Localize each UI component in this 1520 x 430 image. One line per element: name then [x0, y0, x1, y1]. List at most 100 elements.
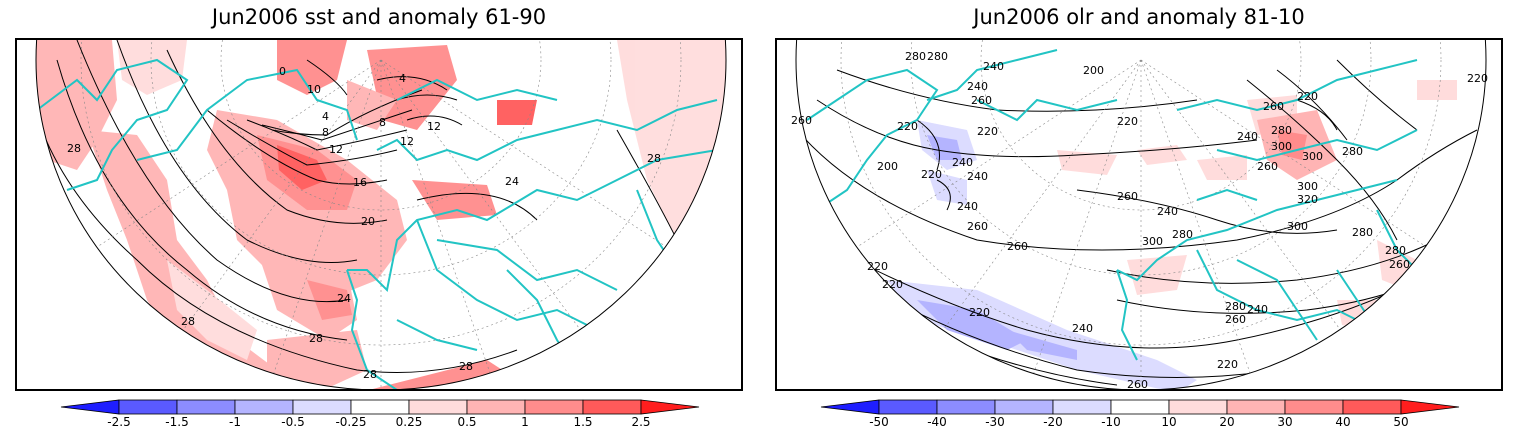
- contour-label: 280: [1385, 244, 1406, 257]
- contour-label: 280: [1271, 124, 1292, 137]
- colorbar-bin: [176, 399, 236, 415]
- contour-label: 280: [927, 50, 948, 63]
- contour-label: 200: [1083, 64, 1104, 77]
- contour-label: 28: [459, 360, 473, 373]
- colorbar-label: -30: [985, 415, 1005, 429]
- contour-label: 220: [977, 125, 998, 138]
- colorbar-bin: [1400, 399, 1460, 415]
- colorbar-bin: [292, 399, 352, 415]
- contour-label: 280: [905, 50, 926, 63]
- contour-label: 280: [1352, 226, 1373, 239]
- graticule: [806, 40, 1478, 389]
- contour-label: 240: [1247, 303, 1268, 316]
- contour-label: 220: [1297, 90, 1318, 103]
- contour-label: 300: [1302, 150, 1323, 163]
- contour-label: 240: [1237, 130, 1258, 143]
- contour-label: 300: [1297, 180, 1318, 193]
- contour-label: 260: [967, 220, 988, 233]
- contour-label: 260: [1389, 258, 1410, 271]
- contour-label: 4: [322, 110, 329, 123]
- contour-label: 28: [67, 142, 81, 155]
- colorbar-label: -2.5: [107, 415, 131, 429]
- right-map-title: Jun2006 olr and anomaly 81-10: [973, 5, 1305, 29]
- colorbar-bin: [1110, 399, 1170, 415]
- colorbar-label: -10: [1101, 415, 1121, 429]
- colorbar-bin: [1284, 399, 1344, 415]
- contour-label: 220: [921, 168, 942, 181]
- colorbar-bin: [1168, 399, 1228, 415]
- colorbar-label: 40: [1335, 415, 1351, 429]
- contour-label: 220: [1467, 72, 1488, 85]
- contour-label: 260: [1127, 378, 1148, 391]
- contour-label: 260: [971, 94, 992, 107]
- colorbar-bin: [466, 399, 526, 415]
- olr-contour-labels: 280 280 240 200 240 220 260 200 220 240 …: [791, 50, 1488, 391]
- colorbar-bin: [820, 399, 880, 415]
- contour-label: 260: [1225, 313, 1246, 326]
- contour-label: 28: [181, 315, 195, 328]
- contour-label: 28: [363, 368, 377, 381]
- colorbar-label: -0.25: [335, 415, 367, 429]
- olr-contours: [796, 59, 1478, 386]
- contour-label: 220: [882, 278, 903, 291]
- contour-label: 240: [967, 80, 988, 93]
- colorbar-label: 1.5: [573, 415, 593, 429]
- contour-label: 240: [967, 170, 988, 183]
- colorbar-bin: [118, 399, 178, 415]
- contour-label: 260: [791, 114, 812, 127]
- colorbar-label: 0.25: [395, 415, 423, 429]
- sst-map: 28 28 28 28 28 24 20 16 12 8 4 8 12 12 1…: [35, 40, 727, 389]
- contour-label: 200: [877, 160, 898, 173]
- colorbar-bin: [60, 399, 120, 415]
- contour-label: 280: [1172, 228, 1193, 241]
- left-map: 28 28 28 28 28 24 20 16 12 8 4 8 12 12 1…: [15, 38, 743, 391]
- contour-label: 280: [1225, 300, 1246, 313]
- contour-label: 300: [1271, 140, 1292, 153]
- contour-label: 320: [1297, 193, 1318, 206]
- left-map-title: Jun2006 sst and anomaly 61-90: [211, 5, 547, 29]
- contour-label: 260: [1263, 100, 1284, 113]
- contour-label: 28: [309, 332, 323, 345]
- colorbar-bin: [936, 399, 996, 415]
- contour-label: 12: [400, 135, 414, 148]
- colorbar-bin: [878, 399, 938, 415]
- contour-label: 20: [361, 215, 375, 228]
- contour-label: 12: [329, 143, 343, 156]
- colorbar-label: 2.5: [631, 415, 651, 429]
- colorbar-label: -40: [927, 415, 947, 429]
- colorbar-bin: [994, 399, 1054, 415]
- olr-map: 280 280 240 200 240 220 260 200 220 240 …: [791, 40, 1488, 391]
- contour-label: 260: [1257, 160, 1278, 173]
- colorbar-label: 10: [1161, 415, 1177, 429]
- colorbar-bin: [582, 399, 642, 415]
- colorbar-label: 20: [1219, 415, 1235, 429]
- contour-label: 0: [279, 65, 286, 78]
- sst-contours: [36, 40, 678, 373]
- colorbar-label: -0.5: [281, 415, 305, 429]
- contour-label: 220: [1217, 358, 1238, 371]
- contour-label: 220: [1117, 115, 1138, 128]
- contour-label: 8: [379, 116, 386, 129]
- colorbar-label: -1: [229, 415, 241, 429]
- colorbar-bin: [640, 399, 700, 415]
- colorbar-label: -50: [869, 415, 889, 429]
- contour-label: 260: [1117, 190, 1138, 203]
- colorbar-label: -1.5: [165, 415, 189, 429]
- colorbar-bin: [234, 399, 294, 415]
- colorbar-label: 1: [521, 415, 529, 429]
- contour-label: 10: [307, 83, 321, 96]
- contour-label: 240: [1157, 205, 1178, 218]
- contour-label: 240: [952, 156, 973, 169]
- contour-label: 280: [1342, 145, 1363, 158]
- contour-label: 16: [353, 176, 367, 189]
- colorbar-label: -20: [1043, 415, 1063, 429]
- contour-label: 220: [897, 120, 918, 133]
- colorbar-bin: [350, 399, 410, 415]
- contour-label: 260: [1007, 240, 1028, 253]
- contour-label: 240: [983, 60, 1004, 73]
- contour-label: 220: [969, 306, 990, 319]
- contour-label: 12: [427, 120, 441, 133]
- colorbar-bin: [524, 399, 584, 415]
- colorbar-bin: [1342, 399, 1402, 415]
- sst-anomaly-shading: [36, 40, 726, 389]
